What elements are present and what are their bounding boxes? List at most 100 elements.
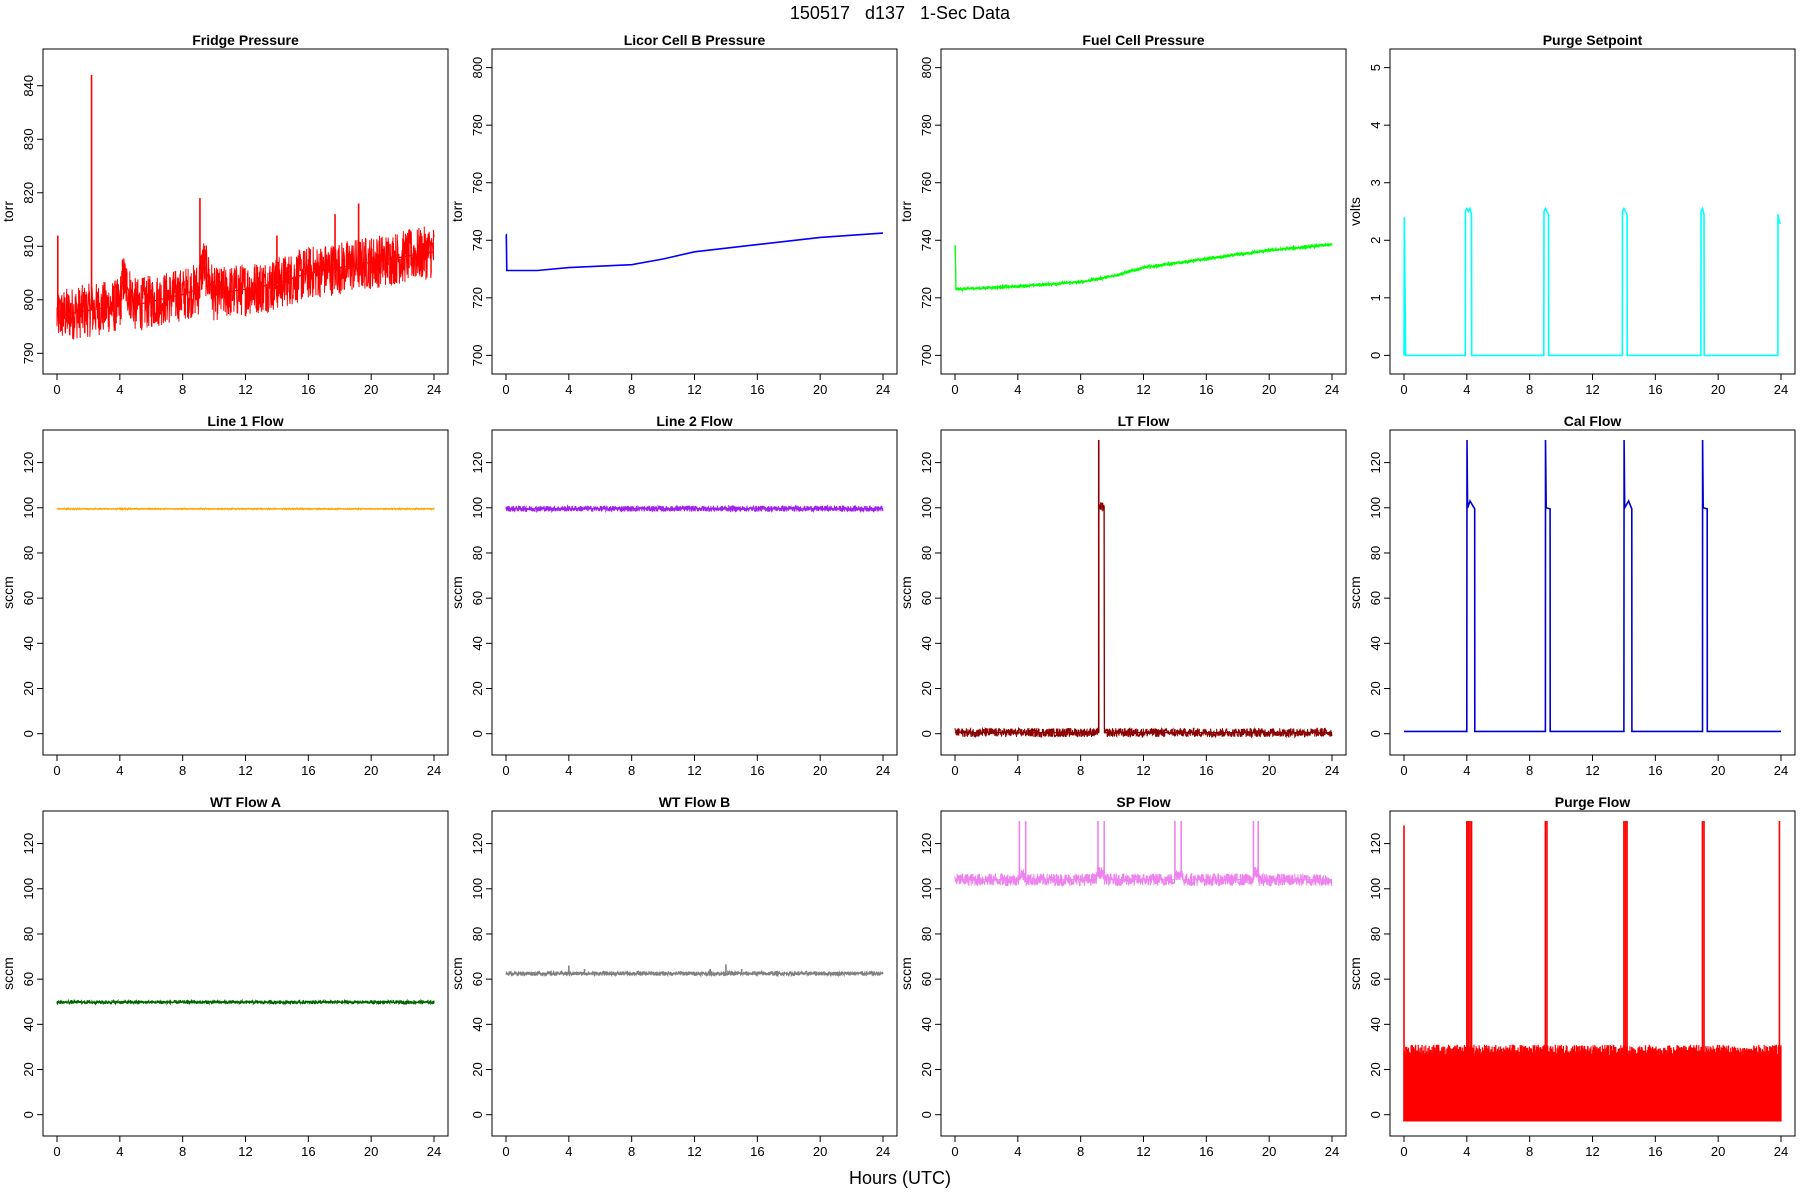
y-tick-label: 100 bbox=[21, 497, 36, 519]
x-tick-label: 8 bbox=[1526, 763, 1533, 778]
y-tick-label: 120 bbox=[470, 452, 485, 474]
y-tick-label: 720 bbox=[919, 287, 934, 309]
plot-frame bbox=[491, 429, 898, 756]
y-tick-label: 20 bbox=[470, 681, 485, 695]
y-axis-label: volts bbox=[1347, 197, 1363, 226]
x-tick-label: 8 bbox=[1526, 1144, 1533, 1159]
data-layer bbox=[954, 440, 1333, 739]
x-tick-label: 0 bbox=[502, 382, 509, 397]
y-tick-label: 20 bbox=[919, 1062, 934, 1076]
x-tick-label: 0 bbox=[1400, 1144, 1407, 1159]
y-tick-label: 700 bbox=[470, 345, 485, 367]
panel-title: Purge Setpoint bbox=[1543, 32, 1643, 48]
panel-wt_flow_b: WT Flow B 0 20 40 60 80 100 120 0 4 8 12 16 20 24 sccm bbox=[449, 794, 898, 1159]
y-tick-label: 0 bbox=[1368, 1111, 1383, 1118]
data-layer bbox=[505, 964, 884, 978]
x-tick-label: 0 bbox=[53, 382, 60, 397]
y-tick-label: 120 bbox=[21, 833, 36, 855]
y-tick-label: 1 bbox=[1368, 294, 1383, 301]
x-tick-label: 4 bbox=[1014, 382, 1021, 397]
y-tick-label: 40 bbox=[470, 1017, 485, 1031]
x-tick-label: 16 bbox=[1199, 763, 1213, 778]
y-tick-label: 20 bbox=[1368, 1062, 1383, 1076]
y-tick-label: 760 bbox=[919, 172, 934, 194]
y-tick-label: 840 bbox=[21, 75, 36, 97]
panel-title: WT Flow A bbox=[210, 794, 281, 810]
y-tick-label: 3 bbox=[1368, 179, 1383, 186]
panel-title: Purge Flow bbox=[1555, 794, 1631, 810]
y-tick-label: 800 bbox=[470, 57, 485, 79]
x-tick-label: 8 bbox=[1077, 382, 1084, 397]
x-tick-label: 0 bbox=[53, 1144, 60, 1159]
y-tick-label: 100 bbox=[470, 878, 485, 900]
plot-frame bbox=[1389, 429, 1796, 756]
x-tick-label: 24 bbox=[1774, 763, 1788, 778]
data-layer bbox=[56, 506, 435, 512]
data-layer bbox=[1403, 821, 1782, 1122]
panel-lt_flow: LT Flow 0 20 40 60 80 100 120 0 4 8 12 16 20 24 sccm bbox=[898, 413, 1347, 778]
y-tick-label: 0 bbox=[919, 1111, 934, 1118]
series-line bbox=[1403, 206, 1781, 357]
y-tick-label: 40 bbox=[1368, 1017, 1383, 1031]
data-layer bbox=[1404, 439, 1781, 733]
y-tick-label: 60 bbox=[1368, 972, 1383, 986]
x-tick-label: 8 bbox=[1077, 1144, 1084, 1159]
y-tick-label: 40 bbox=[1368, 636, 1383, 650]
y-tick-label: 720 bbox=[470, 287, 485, 309]
y-tick-label: 740 bbox=[470, 229, 485, 251]
plot-frame bbox=[42, 429, 449, 756]
plot-frame bbox=[42, 810, 449, 1137]
y-axis-label: sccm bbox=[1347, 576, 1363, 609]
y-tick-label: 120 bbox=[470, 833, 485, 855]
y-axis-label: sccm bbox=[1347, 957, 1363, 990]
y-tick-label: 810 bbox=[21, 235, 36, 257]
panel-title: WT Flow B bbox=[659, 794, 731, 810]
panel-title: Cal Flow bbox=[1564, 413, 1622, 429]
y-axis-label: sccm bbox=[898, 957, 914, 990]
series-line bbox=[505, 232, 884, 272]
panel-sp_flow: SP Flow 0 20 40 60 80 100 120 0 4 8 12 16 20 24 sccm bbox=[898, 794, 1347, 1159]
plot-frame bbox=[940, 429, 1347, 756]
x-tick-label: 16 bbox=[750, 763, 764, 778]
plot-frame bbox=[940, 810, 1347, 1137]
y-tick-label: 0 bbox=[21, 1111, 36, 1118]
y-tick-label: 20 bbox=[21, 1062, 36, 1076]
x-tick-label: 4 bbox=[1463, 382, 1470, 397]
y-axis-label: torr bbox=[898, 201, 914, 222]
x-tick-label: 0 bbox=[502, 1144, 509, 1159]
x-tick-label: 20 bbox=[813, 1144, 827, 1159]
series-line bbox=[954, 502, 1333, 739]
y-tick-label: 120 bbox=[21, 452, 36, 474]
x-tick-label: 8 bbox=[628, 763, 635, 778]
y-tick-label: 0 bbox=[21, 730, 36, 737]
x-tick-label: 16 bbox=[1648, 382, 1662, 397]
plot-frame bbox=[1389, 48, 1796, 375]
series-line bbox=[56, 506, 435, 512]
y-axis-label: sccm bbox=[0, 576, 16, 609]
y-tick-label: 60 bbox=[919, 972, 934, 986]
x-tick-label: 4 bbox=[116, 763, 123, 778]
y-tick-label: 120 bbox=[919, 452, 934, 474]
panel-title: Fridge Pressure bbox=[192, 32, 299, 48]
figure-title: 150517 d137 1-Sec Data bbox=[789, 3, 1011, 23]
y-tick-label: 100 bbox=[1368, 878, 1383, 900]
x-tick-label: 16 bbox=[1199, 382, 1213, 397]
series-line bbox=[56, 998, 435, 1006]
x-tick-label: 20 bbox=[364, 382, 378, 397]
y-tick-label: 120 bbox=[919, 833, 934, 855]
y-tick-label: 0 bbox=[919, 730, 934, 737]
y-tick-label: 20 bbox=[1368, 681, 1383, 695]
x-tick-label: 4 bbox=[565, 1144, 572, 1159]
y-tick-label: 0 bbox=[470, 1111, 485, 1118]
x-tick-label: 0 bbox=[951, 1144, 958, 1159]
x-tick-label: 24 bbox=[1325, 763, 1339, 778]
y-tick-label: 120 bbox=[1368, 452, 1383, 474]
x-tick-label: 12 bbox=[238, 382, 252, 397]
x-tick-label: 16 bbox=[301, 382, 315, 397]
panel-wt_flow_a: WT Flow A 0 20 40 60 80 100 120 0 4 8 12 16 20 24 sccm bbox=[0, 794, 449, 1159]
y-tick-label: 40 bbox=[919, 636, 934, 650]
x-tick-label: 12 bbox=[687, 1144, 701, 1159]
panel-title: Fuel Cell Pressure bbox=[1082, 32, 1204, 48]
x-tick-label: 8 bbox=[179, 763, 186, 778]
